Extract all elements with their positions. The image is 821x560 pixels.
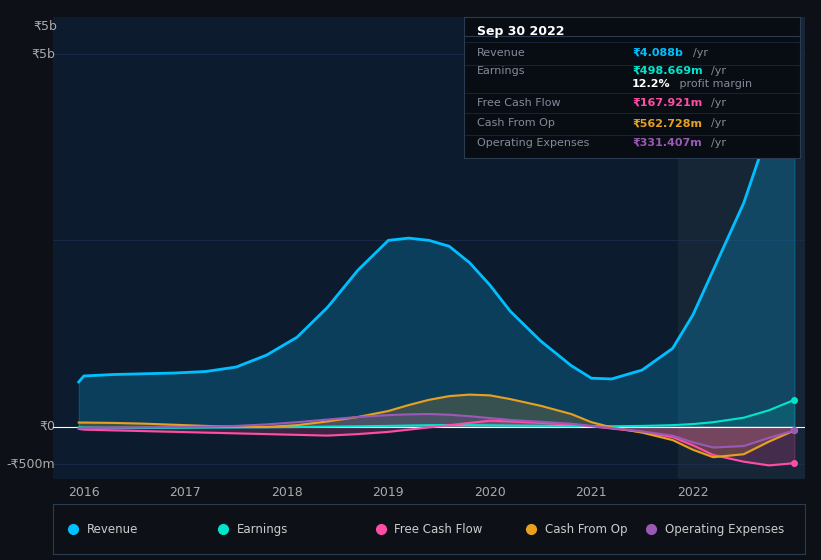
Text: 12.2%: 12.2% — [632, 79, 671, 89]
Text: Operating Expenses: Operating Expenses — [477, 138, 589, 148]
Text: /yr: /yr — [711, 138, 726, 148]
Text: Earnings: Earnings — [236, 522, 288, 536]
Text: Sep 30 2022: Sep 30 2022 — [477, 25, 565, 38]
Text: Operating Expenses: Operating Expenses — [665, 522, 784, 536]
Text: ₹562.728m: ₹562.728m — [632, 118, 702, 128]
Text: Cash From Op: Cash From Op — [477, 118, 555, 128]
Text: /yr: /yr — [711, 66, 726, 76]
Text: Free Cash Flow: Free Cash Flow — [394, 522, 483, 536]
Text: ₹0: ₹0 — [39, 420, 55, 433]
Text: -₹500m: -₹500m — [7, 458, 55, 470]
Text: /yr: /yr — [711, 98, 726, 108]
Text: Free Cash Flow: Free Cash Flow — [477, 98, 561, 108]
Text: profit margin: profit margin — [676, 79, 752, 89]
Text: ₹498.669m: ₹498.669m — [632, 66, 703, 76]
Text: /yr: /yr — [694, 48, 709, 58]
Text: ₹331.407m: ₹331.407m — [632, 138, 702, 148]
Text: ₹5b: ₹5b — [33, 20, 57, 32]
Text: Cash From Op: Cash From Op — [544, 522, 627, 536]
Text: ₹167.921m: ₹167.921m — [632, 98, 703, 108]
Text: ₹4.088b: ₹4.088b — [632, 48, 683, 58]
Bar — [677, 17, 805, 479]
Text: /yr: /yr — [711, 118, 726, 128]
Text: Earnings: Earnings — [477, 66, 525, 76]
Text: Revenue: Revenue — [86, 522, 138, 536]
Text: Revenue: Revenue — [477, 48, 526, 58]
Text: ₹5b: ₹5b — [31, 48, 55, 60]
